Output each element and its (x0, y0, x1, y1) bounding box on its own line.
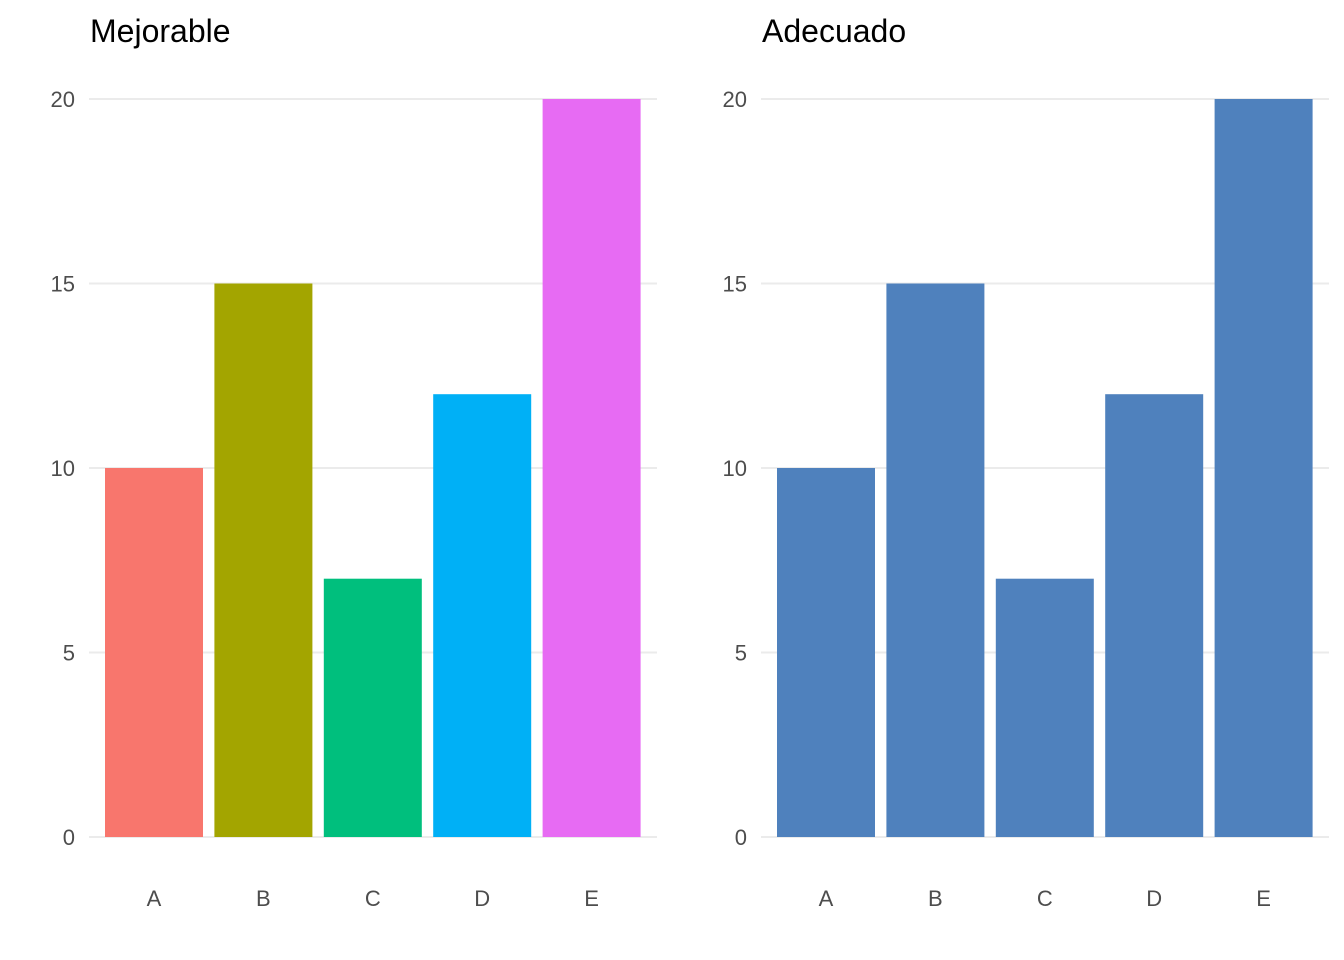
y-tick-label: 15 (723, 272, 747, 297)
bar-b (886, 283, 985, 837)
y-tick-label: 20 (723, 87, 747, 112)
panel-adecuado: Adecuado 0 5 10 15 20 A B C D E (723, 13, 1329, 911)
bar-a (105, 468, 203, 837)
y-tick-label: 0 (735, 825, 747, 850)
y-tick-label: 5 (735, 641, 747, 666)
y-tick-label: 20 (51, 87, 75, 112)
y-tick-label: 10 (51, 456, 75, 481)
y-tick-label: 15 (51, 272, 75, 297)
x-tick-label: C (1037, 886, 1053, 911)
bar-a (777, 468, 875, 837)
y-tick-label: 0 (63, 825, 75, 850)
y-tick-label: 5 (63, 641, 75, 666)
bar-b (214, 283, 313, 837)
x-tick-label: B (256, 886, 271, 911)
x-tick-label: E (584, 886, 599, 911)
x-tick-label: A (819, 886, 834, 911)
panel-title: Adecuado (762, 13, 906, 49)
bar-d (433, 394, 532, 837)
bar-d (1105, 394, 1204, 837)
x-tick-label: E (1256, 886, 1271, 911)
bar-e (542, 99, 641, 837)
bar-c (995, 578, 1094, 837)
x-tick-label: B (928, 886, 943, 911)
panel-mejorable: Mejorable 0 5 10 15 20 A B C D E (51, 13, 657, 911)
y-tick-label: 10 (723, 456, 747, 481)
bar-e (1214, 99, 1313, 837)
x-tick-label: C (365, 886, 381, 911)
x-tick-label: A (147, 886, 162, 911)
panel-title: Mejorable (90, 13, 231, 49)
x-tick-label: D (474, 886, 490, 911)
bar-c (323, 578, 422, 837)
x-tick-label: D (1146, 886, 1162, 911)
